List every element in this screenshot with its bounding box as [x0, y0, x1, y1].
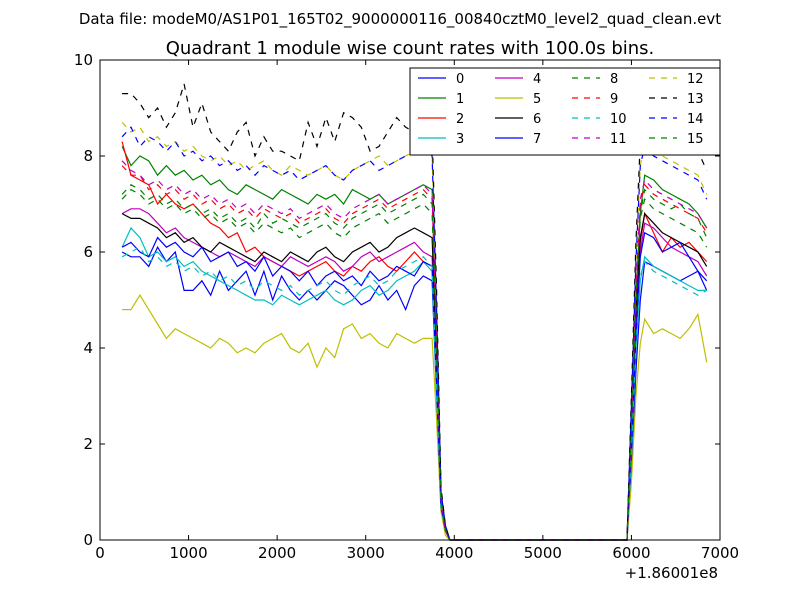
y-tick-label: 0 — [83, 531, 93, 549]
series-line-8 — [121, 184, 708, 541]
series-line-13 — [122, 83, 708, 541]
x-tick-label: 6000 — [612, 544, 650, 562]
series-line-12 — [121, 121, 708, 541]
legend-label-10: 10 — [610, 112, 627, 127]
series-line-9 — [121, 165, 708, 541]
x-tick-label: 3000 — [347, 544, 385, 562]
x-tick-label: 2000 — [258, 544, 296, 562]
legend-label-3: 3 — [456, 132, 464, 147]
series-line-10 — [121, 246, 707, 541]
x-tick-label: 7000 — [701, 544, 739, 562]
y-tick-label: 10 — [74, 51, 93, 69]
y-tick-label: 6 — [83, 243, 93, 261]
legend-label-12: 12 — [687, 72, 704, 87]
series-line-11 — [121, 160, 708, 541]
legend-label-8: 8 — [610, 72, 618, 87]
legend-label-5: 5 — [533, 92, 541, 107]
x-tick-label: 5000 — [524, 544, 562, 562]
series-line-6 — [121, 212, 708, 541]
series-line-3 — [121, 226, 707, 541]
legend-label-11: 11 — [610, 132, 627, 147]
data-file-suptitle: Data file: modeM0/AS1P01_165T02_90000001… — [79, 10, 721, 29]
x-tick-label: 1000 — [169, 544, 207, 562]
series-line-2 — [121, 141, 708, 541]
legend-label-6: 6 — [533, 112, 541, 127]
series-line-7 — [121, 231, 708, 541]
plot-series-group — [121, 83, 708, 541]
x-offset-label: +1.86001e8 — [625, 564, 718, 582]
y-tick-label: 4 — [83, 339, 93, 357]
legend-label-4: 4 — [533, 72, 541, 87]
chart-title: Quadrant 1 module wise count rates with … — [166, 38, 655, 59]
legend-label-1: 1 — [456, 92, 464, 107]
legend-label-15: 15 — [687, 132, 704, 147]
legend-label-9: 9 — [610, 92, 618, 107]
legend-label-13: 13 — [687, 92, 704, 107]
series-line-0 — [121, 245, 708, 541]
series-line-14 — [121, 126, 708, 541]
legend-label-7: 7 — [533, 132, 541, 147]
plot-frame — [99, 59, 721, 541]
series-line-15 — [121, 188, 708, 541]
y-tick-label: 8 — [83, 147, 93, 165]
y-tick-label: 2 — [83, 435, 93, 453]
legend-box — [409, 67, 721, 156]
legend-label-0: 0 — [456, 72, 464, 87]
x-tick-label: 0 — [95, 544, 105, 562]
series-line-5 — [122, 294, 708, 541]
series-line-4 — [121, 208, 708, 541]
legend-label-2: 2 — [456, 112, 464, 127]
legend-label-14: 14 — [687, 112, 704, 127]
x-tick-label: 4000 — [435, 544, 473, 562]
